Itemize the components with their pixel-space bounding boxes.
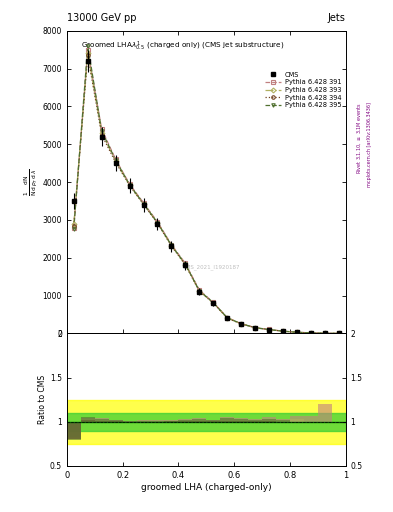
Bar [262,420,276,422]
Text: CMS_2021_I1920187: CMS_2021_I1920187 [183,264,241,270]
Bar [318,404,332,422]
Bar [137,420,151,422]
Bar [304,416,318,422]
Bar [67,413,346,431]
Bar [234,418,248,422]
Bar [206,419,220,422]
Bar [290,416,304,422]
Bar [123,421,137,422]
Bar [193,418,206,422]
Bar [248,421,262,422]
Bar [193,420,206,422]
Bar [151,420,165,422]
Bar [95,419,108,422]
Bar [67,422,81,437]
Bar [276,420,290,422]
Bar [234,421,248,422]
Bar [206,420,220,422]
Text: mcplots.cern.ch [arXiv:1306.3436]: mcplots.cern.ch [arXiv:1306.3436] [367,102,373,187]
Bar [234,419,248,422]
Text: Rivet 3.1.10, $\geq$ 3.1M events: Rivet 3.1.10, $\geq$ 3.1M events [356,102,363,174]
X-axis label: groomed LHA (charged-only): groomed LHA (charged-only) [141,482,272,492]
Text: Jets: Jets [328,13,346,23]
Bar [178,419,193,422]
Bar [290,419,304,422]
Bar [248,420,262,422]
Bar [262,417,276,422]
Bar [178,421,193,422]
Bar [123,421,137,422]
Bar [262,419,276,422]
Bar [276,419,290,422]
Bar [108,420,123,422]
Bar [108,421,123,422]
Bar [67,422,81,439]
Bar [151,421,165,422]
Bar [206,421,220,422]
Bar [95,421,108,422]
Bar [193,421,206,422]
Bar [206,421,220,422]
Bar [220,419,234,422]
Bar [164,421,178,422]
Bar [234,420,248,422]
Bar [151,421,165,422]
Bar [67,400,346,444]
Bar [220,417,234,422]
Bar [178,421,193,422]
Bar [276,420,290,422]
Bar [164,420,178,422]
Text: Groomed LHA$\lambda^{1}_{0.5}$ (charged only) (CMS jet substructure): Groomed LHA$\lambda^{1}_{0.5}$ (charged … [81,40,284,53]
Bar [108,420,123,422]
Bar [220,418,234,422]
Bar [137,421,151,422]
Bar [81,420,95,422]
Bar [95,420,108,422]
Bar [164,421,178,422]
Y-axis label: $\frac{1}{\mathrm{N}}\frac{\mathrm{d}\mathrm{N}}{\mathrm{d}\,p_T\,\mathrm{d}\,\l: $\frac{1}{\mathrm{N}}\frac{\mathrm{d}\ma… [22,168,40,196]
Bar [178,420,193,422]
Bar [81,419,95,422]
Y-axis label: Ratio to CMS: Ratio to CMS [38,375,47,424]
Bar [193,419,206,422]
Bar [248,421,262,422]
Bar [95,418,108,422]
Bar [81,417,95,422]
Text: 13000 GeV pp: 13000 GeV pp [67,13,136,23]
Bar [248,419,262,422]
Bar [67,422,81,440]
Bar [220,421,234,422]
Bar [67,422,81,439]
Legend: CMS, Pythia 6.428 391, Pythia 6.428 393, Pythia 6.428 394, Pythia 6.428 395: CMS, Pythia 6.428 391, Pythia 6.428 393,… [263,70,343,110]
Bar [81,418,95,422]
Bar [137,421,151,422]
Bar [262,421,276,422]
